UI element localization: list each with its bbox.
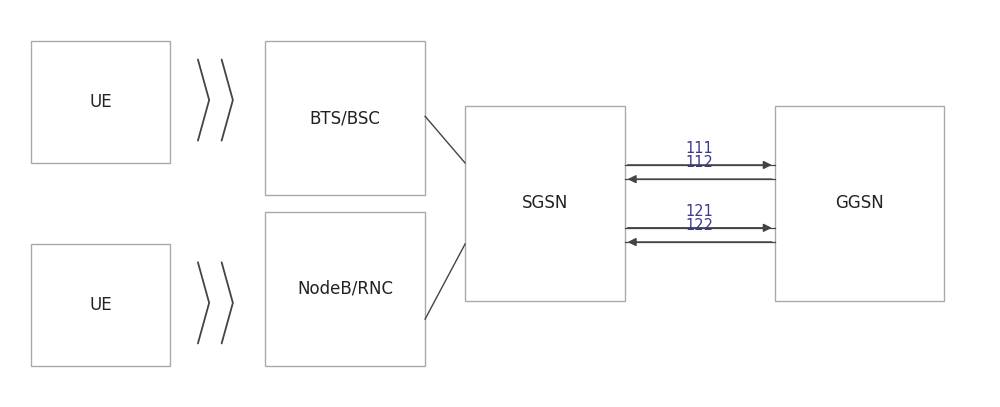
Text: UE: UE	[89, 93, 112, 111]
Text: 121: 121	[686, 204, 714, 219]
Text: UE: UE	[89, 296, 112, 314]
Text: 111: 111	[686, 141, 714, 156]
Bar	[265, 41, 425, 195]
Text: GGSN: GGSN	[835, 195, 884, 212]
Bar	[775, 106, 944, 301]
Bar	[465, 106, 625, 301]
Text: 112: 112	[686, 155, 714, 170]
Bar	[31, 41, 170, 163]
Bar	[31, 244, 170, 366]
Text: SGSN: SGSN	[522, 195, 568, 212]
Bar	[265, 212, 425, 366]
Text: 122: 122	[686, 218, 714, 233]
Text: BTS/BSC: BTS/BSC	[310, 109, 381, 127]
Text: NodeB/RNC: NodeB/RNC	[297, 280, 393, 298]
